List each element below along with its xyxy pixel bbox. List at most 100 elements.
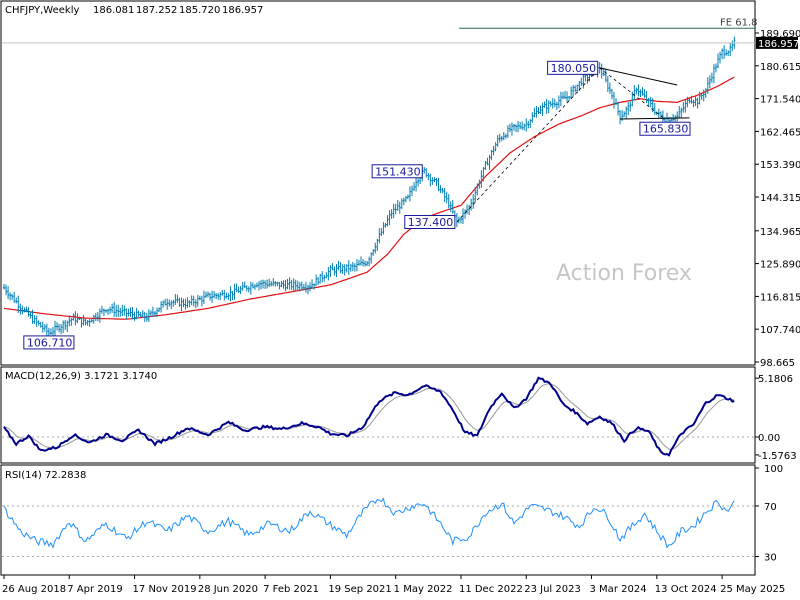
price-bar	[559, 91, 562, 107]
price-bar	[290, 279, 293, 290]
price-bar	[294, 279, 297, 291]
ohlc-low: 185.720	[179, 5, 220, 16]
price-bar	[506, 125, 509, 138]
price-bar	[678, 105, 681, 119]
price-bar	[337, 260, 340, 271]
price-bar	[535, 105, 538, 118]
price-bar	[135, 307, 138, 320]
price-bar	[543, 101, 546, 108]
time-tick-label: 23 Jul 2023	[524, 584, 581, 595]
price-bar	[508, 123, 511, 133]
price-bars-layer	[3, 36, 736, 339]
price-bar	[727, 50, 730, 56]
time-tick-label: 1 May 2022	[394, 584, 453, 595]
price-bar	[574, 85, 577, 93]
macd-tick-label: -1.5763	[758, 451, 797, 462]
price-bar	[335, 263, 338, 277]
watermark: Action Forex	[556, 261, 692, 286]
price-bar	[249, 281, 252, 295]
price-bar	[325, 272, 328, 279]
price-bar	[68, 315, 71, 327]
time-tick-label: 3 Mar 2024	[590, 584, 647, 595]
price-bar	[427, 173, 430, 181]
price-bar	[447, 193, 450, 209]
price-bar	[635, 87, 638, 95]
rsi-panel-frame	[0, 464, 756, 576]
price-bar	[400, 198, 403, 210]
price-tick-label: 107.740	[760, 325, 800, 336]
price-tick-label: 162.465	[760, 127, 800, 138]
price-bar	[708, 75, 711, 89]
annotations-layer: 180.050 165.830 151.430 137.400 106.710	[23, 60, 691, 350]
price-bar	[221, 289, 224, 296]
price-bar	[702, 89, 705, 102]
price-bar	[615, 98, 617, 106]
price-bar	[357, 259, 360, 266]
rsi-tick-label: 30	[764, 553, 777, 564]
time-tick-label: 28 Jun 2020	[198, 584, 258, 595]
time-tick-label: 26 Aug 2018	[2, 584, 66, 595]
price-bar	[729, 42, 732, 57]
price-bar	[35, 315, 38, 327]
price-bar	[684, 99, 687, 113]
price-bar	[209, 292, 212, 301]
price-bar	[176, 294, 179, 304]
price-bar	[604, 69, 607, 83]
price-bar	[368, 256, 371, 267]
price-bar	[37, 320, 40, 326]
price-bar	[388, 210, 391, 226]
price-bar	[33, 315, 36, 324]
price-tick-label: 153.390	[760, 160, 800, 171]
price-bar	[219, 292, 222, 301]
price-bar	[343, 264, 346, 276]
svg-text:151.430: 151.430	[375, 165, 421, 178]
price-bar	[80, 317, 83, 328]
price-bar	[17, 295, 20, 313]
price-bar	[239, 285, 242, 295]
price-bar	[56, 322, 59, 331]
price-bar	[490, 149, 493, 161]
price-bar	[484, 160, 487, 171]
price-bar	[70, 317, 73, 326]
price-bar	[43, 324, 46, 332]
price-bar	[561, 92, 564, 100]
price-bar	[498, 133, 501, 143]
svg-text:137.400: 137.400	[408, 216, 454, 229]
price-bar	[539, 105, 542, 114]
price-bar	[472, 194, 475, 209]
price-bar	[247, 286, 250, 293]
price-bar	[251, 282, 254, 289]
price-bar	[241, 282, 244, 291]
price-bar	[476, 183, 479, 196]
price-bar	[288, 277, 291, 290]
price-bar	[531, 112, 534, 123]
price-bar	[131, 306, 134, 320]
price-bar	[276, 281, 279, 287]
svg-text:180.050: 180.050	[551, 62, 597, 75]
price-bar	[215, 293, 218, 299]
price-bar	[278, 282, 281, 290]
price-bar	[74, 311, 77, 326]
price-bar	[392, 203, 395, 219]
price-bar	[459, 216, 462, 224]
price-bar	[533, 107, 536, 118]
triangle-upper-line	[599, 67, 678, 86]
macd-header: MACD(12,26,9) 3.1721 3.1740	[5, 371, 157, 382]
price-bar	[280, 280, 283, 288]
price-bar	[145, 312, 148, 322]
price-bar	[174, 294, 177, 305]
price-bar	[54, 320, 56, 338]
price-bar	[396, 199, 399, 211]
price-bar	[384, 223, 387, 228]
price-tick-label: 144.315	[760, 193, 800, 204]
price-bar	[192, 295, 195, 307]
price-bar	[125, 308, 128, 320]
price-axis: 189.690 180.615 171.540 162.465 153.390 144.3…	[2, 17, 800, 369]
ohlc-high: 187.252	[136, 5, 177, 16]
price-bar	[100, 305, 103, 314]
price-bar	[537, 107, 540, 115]
price-bar	[513, 124, 515, 131]
price-bar	[723, 45, 726, 59]
price-annotation: 151.430	[371, 164, 423, 179]
price-bar	[60, 324, 63, 335]
